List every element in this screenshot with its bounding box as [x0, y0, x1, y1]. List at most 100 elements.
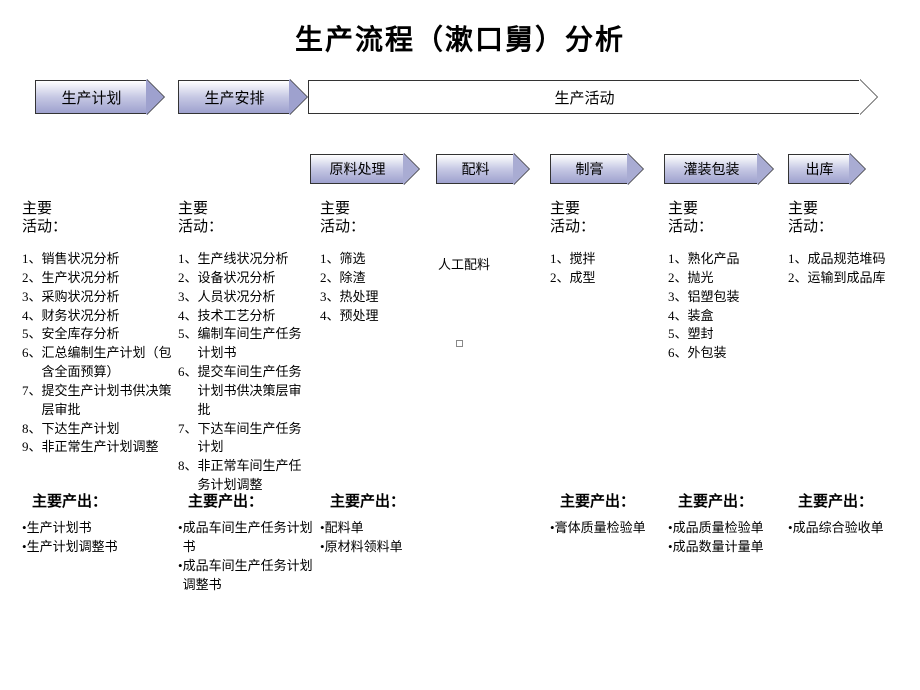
- item-text: 热处理: [340, 288, 430, 307]
- activity-item: 7、提交生产计划书供决策层审批: [22, 382, 172, 420]
- output-text: 原材料领料单: [325, 538, 430, 557]
- sub-arrow-label-3: 灌装包装: [664, 154, 758, 184]
- item-number: 7、: [22, 382, 42, 420]
- item-number: 4、: [668, 307, 688, 326]
- activity-item: 1、熟化产品: [668, 250, 778, 269]
- item-text: 外包装: [688, 344, 778, 363]
- output-item: •成品数量计量单: [668, 538, 778, 557]
- item-number: 5、: [668, 325, 688, 344]
- activities-head-1: 主要活动：: [178, 200, 314, 236]
- activity-item: 2、除渣: [320, 269, 430, 288]
- item-text: 提交车间生产任务计划书供决策层审批: [198, 363, 314, 420]
- top-arrow-2: 生产活动: [308, 80, 860, 114]
- item-number: 1、: [788, 250, 808, 269]
- activity-item: 1、生产线状况分析: [178, 250, 314, 269]
- item-text: 编制车间生产任务计划书: [198, 325, 314, 363]
- output-text: 配料单: [325, 519, 430, 538]
- output-item: •成品质量检验单: [668, 519, 778, 538]
- item-text: 人员状况分析: [198, 288, 314, 307]
- item-text: 塑封: [688, 325, 778, 344]
- item-number: 1、: [320, 250, 340, 269]
- outputs-block-0: 主要产出： •生产计划书•生产计划调整书: [22, 490, 172, 557]
- item-text: 成型: [570, 269, 660, 288]
- output-text: 成品质量检验单: [673, 519, 778, 538]
- top-arrow-row: 生产计划生产安排生产活动: [0, 80, 920, 120]
- activities-head-4: 主要活动：: [550, 200, 660, 236]
- item-number: 6、: [22, 344, 42, 382]
- item-text: 设备状况分析: [198, 269, 314, 288]
- activity-item: 1、筛选: [320, 250, 430, 269]
- sub-arrow-label-1: 配料: [436, 154, 514, 184]
- item-number: 6、: [178, 363, 198, 420]
- activity-item: 6、提交车间生产任务计划书供决策层审批: [178, 363, 314, 420]
- column-5: 主要活动：1、熟化产品2、抛光3、铝塑包装4、装盒5、塑封6、外包装主要产出：•…: [668, 200, 778, 363]
- single-activity-3: 人工配料: [438, 256, 538, 275]
- item-number: 3、: [320, 288, 340, 307]
- item-number: 1、: [178, 250, 198, 269]
- item-text: 铝塑包装: [688, 288, 778, 307]
- column-3: 人工配料: [438, 200, 538, 275]
- sub-arrow-label-2: 制膏: [550, 154, 628, 184]
- activity-item: 4、预处理: [320, 307, 430, 326]
- sub-arrow-0: 原料处理: [310, 154, 404, 184]
- activity-list-2: 1、筛选2、除渣3、热处理4、预处理: [320, 250, 430, 325]
- sub-arrow-label-4: 出库: [788, 154, 850, 184]
- activity-list-6: 1、成品规范堆码2、运输到成品库: [788, 250, 908, 288]
- item-number: 1、: [550, 250, 570, 269]
- item-number: 3、: [668, 288, 688, 307]
- output-text: 成品车间生产任务计划调整书: [183, 557, 314, 595]
- activity-list-4: 1、搅拌2、成型: [550, 250, 660, 288]
- outputs-block-2: 主要产出：•配料单•原材料领料单: [320, 490, 430, 557]
- activity-item: 9、非正常生产计划调整: [22, 438, 172, 457]
- item-text: 技术工艺分析: [198, 307, 314, 326]
- sub-arrow-3: 灌装包装: [664, 154, 758, 184]
- column-0: 主要活动：1、销售状况分析2、生产状况分析3、采购状况分析4、财务状况分析5、安…: [22, 200, 172, 457]
- item-number: 4、: [178, 307, 198, 326]
- item-text: 熟化产品: [688, 250, 778, 269]
- outputs-list-5: •成品质量检验单•成品数量计量单: [668, 519, 778, 557]
- activity-item: 2、抛光: [668, 269, 778, 288]
- activity-list-5: 1、熟化产品2、抛光3、铝塑包装4、装盒5、塑封6、外包装: [668, 250, 778, 363]
- output-text: 膏体质量检验单: [555, 519, 660, 538]
- item-text: 下达车间生产任务计划: [198, 420, 314, 458]
- item-number: 2、: [550, 269, 570, 288]
- output-item: •生产计划书: [22, 519, 172, 538]
- activity-item: 8、下达生产计划: [22, 420, 172, 439]
- item-text: 提交生产计划书供决策层审批: [42, 382, 172, 420]
- item-text: 安全库存分析: [42, 325, 172, 344]
- item-text: 预处理: [340, 307, 430, 326]
- activity-item: 7、下达车间生产任务计划: [178, 420, 314, 458]
- outputs-head-4: 主要产出：: [560, 490, 660, 511]
- item-text: 抛光: [688, 269, 778, 288]
- item-number: 9、: [22, 438, 42, 457]
- sub-arrow-1: 配料: [436, 154, 514, 184]
- item-number: 6、: [668, 344, 688, 363]
- outputs-block-5: 主要产出：•成品质量检验单•成品数量计量单: [668, 490, 778, 557]
- item-number: 1、: [22, 250, 42, 269]
- item-number: 5、: [178, 325, 198, 363]
- activity-item: 2、运输到成品库: [788, 269, 908, 288]
- activity-item: 5、编制车间生产任务计划书: [178, 325, 314, 363]
- sub-arrow-4: 出库: [788, 154, 850, 184]
- item-number: 8、: [22, 420, 42, 439]
- top-arrow-0: 生产计划: [35, 80, 147, 114]
- activities-head-5: 主要活动：: [668, 200, 778, 236]
- top-arrow-label-1: 生产安排: [178, 80, 290, 114]
- outputs-head-0: 主要产出：: [32, 490, 172, 511]
- item-number: 4、: [320, 307, 340, 326]
- activities-head-2: 主要活动：: [320, 200, 430, 236]
- output-text: 生产计划书: [27, 519, 172, 538]
- activity-item: 6、外包装: [668, 344, 778, 363]
- top-arrow-label-2: 生产活动: [308, 80, 860, 114]
- output-text: 生产计划调整书: [27, 538, 172, 557]
- item-text: 生产线状况分析: [198, 250, 314, 269]
- output-item: •配料单: [320, 519, 430, 538]
- item-text: 销售状况分析: [42, 250, 172, 269]
- output-item: •生产计划调整书: [22, 538, 172, 557]
- column-2: 主要活动：1、筛选2、除渣3、热处理4、预处理主要产出：•配料单•原材料领料单: [320, 200, 430, 325]
- sub-arrow-label-0: 原料处理: [310, 154, 404, 184]
- column-6: 主要活动：1、成品规范堆码2、运输到成品库主要产出：•成品综合验收单: [788, 200, 908, 288]
- item-text: 筛选: [340, 250, 430, 269]
- outputs-head-1: 主要产出：: [188, 490, 314, 511]
- activities-head-0: 主要活动：: [22, 200, 172, 236]
